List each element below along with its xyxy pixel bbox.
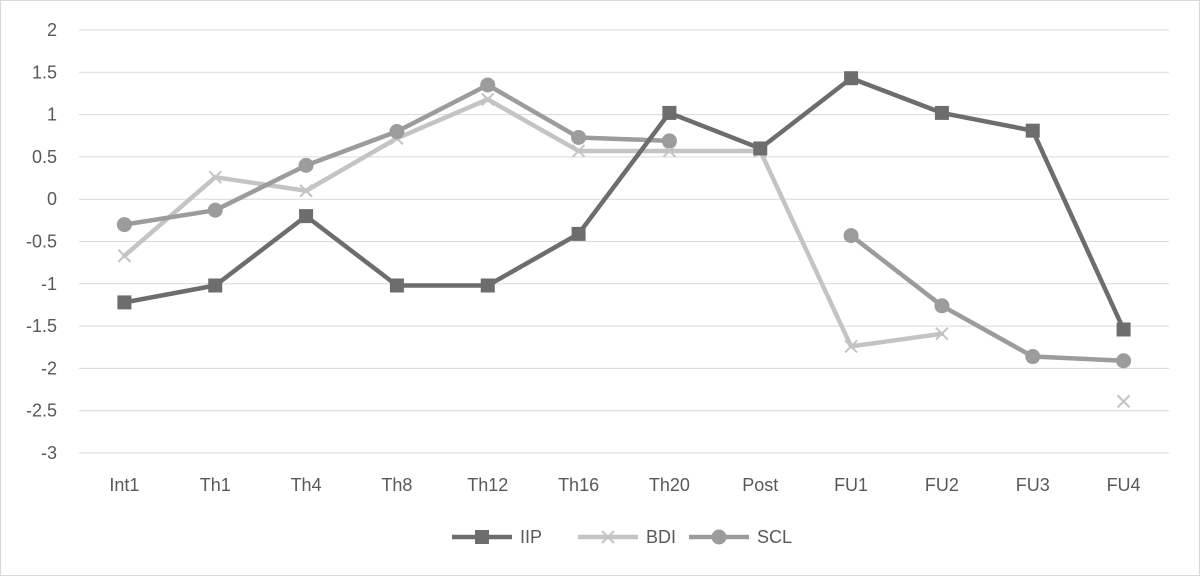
data-point-iip [299, 209, 314, 224]
data-point-bdi [844, 339, 858, 354]
series-line-iip [122, 75, 1126, 332]
x-axis: Int1 Th1 Th4 Th8 Th12 Th16 Th20 Post FU1 FU2 FU3 FU… [109, 475, 1140, 495]
x-marker-stroke [208, 170, 222, 184]
y-tick-label: -1.5 [26, 316, 57, 336]
series-bdi [117, 92, 1131, 409]
series-line-bdi [122, 97, 945, 349]
x-marker-stroke [117, 249, 132, 263]
legend-label: BDI [646, 527, 676, 547]
legend-marker [711, 529, 727, 545]
data-point-bdi [481, 92, 495, 107]
x-tick-label: Th1 [200, 475, 231, 495]
y-tick-label: 1.5 [32, 62, 57, 82]
legend-marker [475, 530, 489, 544]
y-tick-label: 0.5 [32, 147, 57, 167]
data-point-scl [1116, 353, 1132, 369]
gridlines [79, 29, 1169, 454]
data-point-scl [843, 228, 859, 244]
data-point-bdi [571, 144, 586, 158]
y-tick-label: -1 [41, 274, 57, 294]
y-axis: 2 1.5 1 0.5 0 -0.5 -1 -1.5 -2 -2.5 -3 [26, 20, 57, 463]
data-point-iip [753, 141, 768, 156]
legend-label: IIP [520, 527, 542, 547]
data-point-scl [116, 217, 132, 233]
data-point-bdi [935, 327, 949, 341]
y-tick-label: -3 [41, 443, 57, 463]
data-point-scl [1025, 349, 1041, 365]
data-point-iip [117, 295, 132, 310]
x-tick-label: Th20 [649, 475, 690, 495]
y-tick-label: 0 [47, 189, 57, 209]
data-point-scl [389, 124, 405, 140]
data-point-iip [389, 278, 404, 293]
y-tick-label: -0.5 [26, 232, 57, 252]
legend-item-iip: IIP [452, 527, 542, 547]
y-tick-label: 1 [47, 105, 57, 125]
x-marker-stroke [481, 92, 495, 107]
series-layer [116, 71, 1132, 409]
data-point-scl [661, 133, 677, 149]
data-point-iip [662, 105, 677, 120]
y-tick-label: -2 [41, 358, 57, 378]
data-point-scl [480, 77, 496, 93]
y-tick-label: -2.5 [26, 401, 57, 421]
data-point-bdi [208, 170, 222, 184]
x-tick-label: Th16 [558, 475, 599, 495]
legend-label: SCL [757, 527, 792, 547]
data-point-scl [934, 298, 950, 314]
legend-marker [601, 530, 615, 544]
data-point-scl [571, 129, 587, 145]
x-tick-label: Th4 [291, 475, 322, 495]
series-scl [116, 77, 1132, 369]
data-point-iip [934, 105, 949, 120]
x-marker-stroke [935, 327, 949, 341]
y-tick-label: 2 [47, 20, 57, 40]
data-point-bdi [1116, 394, 1131, 409]
data-point-scl [207, 202, 223, 218]
series-iip [117, 71, 1131, 337]
data-point-iip [480, 278, 495, 293]
legend-item-bdi: BDI [578, 527, 676, 547]
data-point-bdi [299, 184, 313, 198]
data-point-iip [208, 278, 223, 293]
x-tick-label: Post [742, 475, 778, 495]
data-point-bdi [117, 249, 132, 263]
x-tick-label: FU4 [1107, 475, 1141, 495]
legend-item-scl: SCL [689, 527, 792, 547]
data-point-iip [571, 226, 586, 241]
x-tick-label: FU3 [1016, 475, 1050, 495]
series-line-scl [848, 233, 1126, 364]
x-tick-label: FU2 [925, 475, 959, 495]
data-point-iip [1025, 123, 1040, 138]
data-point-iip [844, 71, 859, 86]
x-marker-stroke [601, 530, 615, 544]
x-tick-label: Th8 [381, 475, 412, 495]
x-tick-label: Th12 [467, 475, 508, 495]
series-line-scl [122, 82, 672, 227]
data-point-iip [1116, 322, 1131, 337]
x-marker-stroke [299, 184, 313, 198]
x-marker-stroke [844, 339, 858, 354]
data-point-scl [298, 157, 314, 173]
x-marker-stroke [1116, 394, 1131, 409]
legend: IIP BDI SCL [452, 527, 792, 547]
x-marker-stroke [571, 144, 586, 158]
x-tick-label: Int1 [109, 475, 139, 495]
x-tick-label: FU1 [834, 475, 868, 495]
